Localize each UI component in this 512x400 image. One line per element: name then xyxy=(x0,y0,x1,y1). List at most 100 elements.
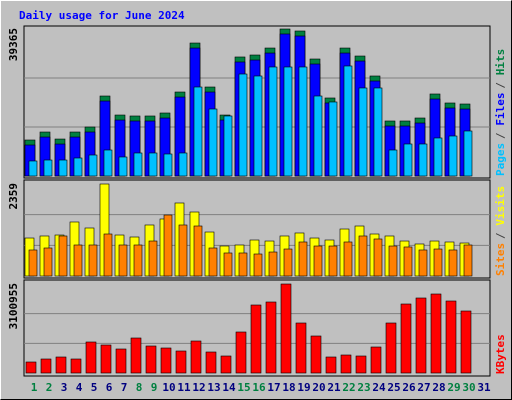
bar xyxy=(85,341,97,374)
bar xyxy=(253,253,263,277)
bar xyxy=(253,75,263,177)
bar xyxy=(283,66,293,177)
bar xyxy=(73,244,83,277)
bar xyxy=(433,137,443,177)
bar xyxy=(448,135,458,177)
legend-separator: / xyxy=(494,82,507,89)
y-tick-label: 2359 xyxy=(7,183,20,210)
bar xyxy=(445,300,457,374)
bar xyxy=(385,322,397,374)
x-tick-label: 19 xyxy=(297,381,310,394)
bar xyxy=(400,303,412,374)
bar xyxy=(463,244,473,277)
x-tick-label: 1 xyxy=(31,381,38,394)
x-tick-label: 22 xyxy=(342,381,355,394)
bar xyxy=(415,297,427,374)
bar xyxy=(418,143,428,177)
bar xyxy=(313,245,323,277)
x-tick-label: 8 xyxy=(136,381,143,394)
bar xyxy=(310,335,322,374)
bar xyxy=(223,115,233,177)
bar xyxy=(73,157,83,177)
bar xyxy=(358,235,368,277)
legend-entry: KBytes xyxy=(494,334,507,374)
bar xyxy=(388,245,398,277)
bar xyxy=(370,346,382,374)
legend-entry: Hits xyxy=(494,49,507,76)
bar xyxy=(208,247,218,277)
bar xyxy=(148,240,158,277)
bar xyxy=(190,340,202,374)
bar xyxy=(193,225,203,277)
legend-separator: / xyxy=(494,232,507,239)
x-tick-label: 30 xyxy=(462,381,475,394)
bar xyxy=(55,356,67,374)
bar xyxy=(265,301,277,374)
bar xyxy=(298,241,308,277)
x-tick-label: 14 xyxy=(222,381,236,394)
bar xyxy=(223,252,233,277)
bar xyxy=(178,224,188,277)
bar xyxy=(115,348,127,374)
bar xyxy=(160,347,172,374)
bar xyxy=(103,233,113,277)
bar xyxy=(328,245,338,277)
bar xyxy=(100,344,112,374)
bar xyxy=(340,354,352,374)
x-tick-label: 20 xyxy=(312,381,325,394)
x-tick-label: 18 xyxy=(282,381,295,394)
bar xyxy=(238,252,248,277)
bar xyxy=(205,351,217,374)
bar xyxy=(88,244,98,277)
x-tick-label: 16 xyxy=(252,381,266,394)
bar xyxy=(163,153,173,177)
bar xyxy=(175,350,187,374)
bar xyxy=(373,87,383,177)
bar xyxy=(250,304,262,374)
legend: Sites / Visits xyxy=(494,186,507,276)
x-tick-label: 24 xyxy=(372,381,386,394)
bar xyxy=(130,337,142,374)
x-tick-label: 11 xyxy=(177,381,191,394)
bar xyxy=(88,154,98,177)
x-tick-label: 3 xyxy=(61,381,68,394)
bar xyxy=(343,241,353,277)
x-tick-label: 10 xyxy=(162,381,175,394)
legend-entry: Sites xyxy=(494,243,507,276)
bar xyxy=(28,249,38,277)
chart-title: Daily usage for June 2024 xyxy=(19,9,185,22)
bar xyxy=(313,95,323,177)
x-tick-label: 31 xyxy=(477,381,491,394)
x-tick-label: 9 xyxy=(151,381,158,394)
bar xyxy=(460,310,472,374)
legend-entry: Visits xyxy=(494,186,507,226)
bar xyxy=(43,159,53,177)
bar xyxy=(133,244,143,277)
bar xyxy=(433,248,443,277)
legend: Pages / Files / Hits xyxy=(494,49,507,176)
bar xyxy=(325,356,337,374)
x-tick-label: 5 xyxy=(91,381,98,394)
bar xyxy=(403,143,413,177)
x-tick-label: 12 xyxy=(192,381,205,394)
legend-separator: / xyxy=(494,132,507,139)
bar xyxy=(40,358,52,374)
bar xyxy=(295,322,307,374)
x-tick-label: 4 xyxy=(76,381,83,394)
bar xyxy=(208,108,218,177)
x-tick-label: 29 xyxy=(447,381,460,394)
x-tick-label: 28 xyxy=(432,381,445,394)
y-tick-label: 39365 xyxy=(7,28,20,61)
bar xyxy=(283,248,293,277)
bar xyxy=(418,249,428,277)
bar xyxy=(58,159,68,177)
bar xyxy=(118,156,128,177)
legend-entry: Files xyxy=(494,93,507,126)
bar xyxy=(403,246,413,277)
x-tick-label: 27 xyxy=(417,381,430,394)
legend: KBytes xyxy=(494,334,507,374)
bar xyxy=(43,247,53,277)
bar xyxy=(193,86,203,177)
